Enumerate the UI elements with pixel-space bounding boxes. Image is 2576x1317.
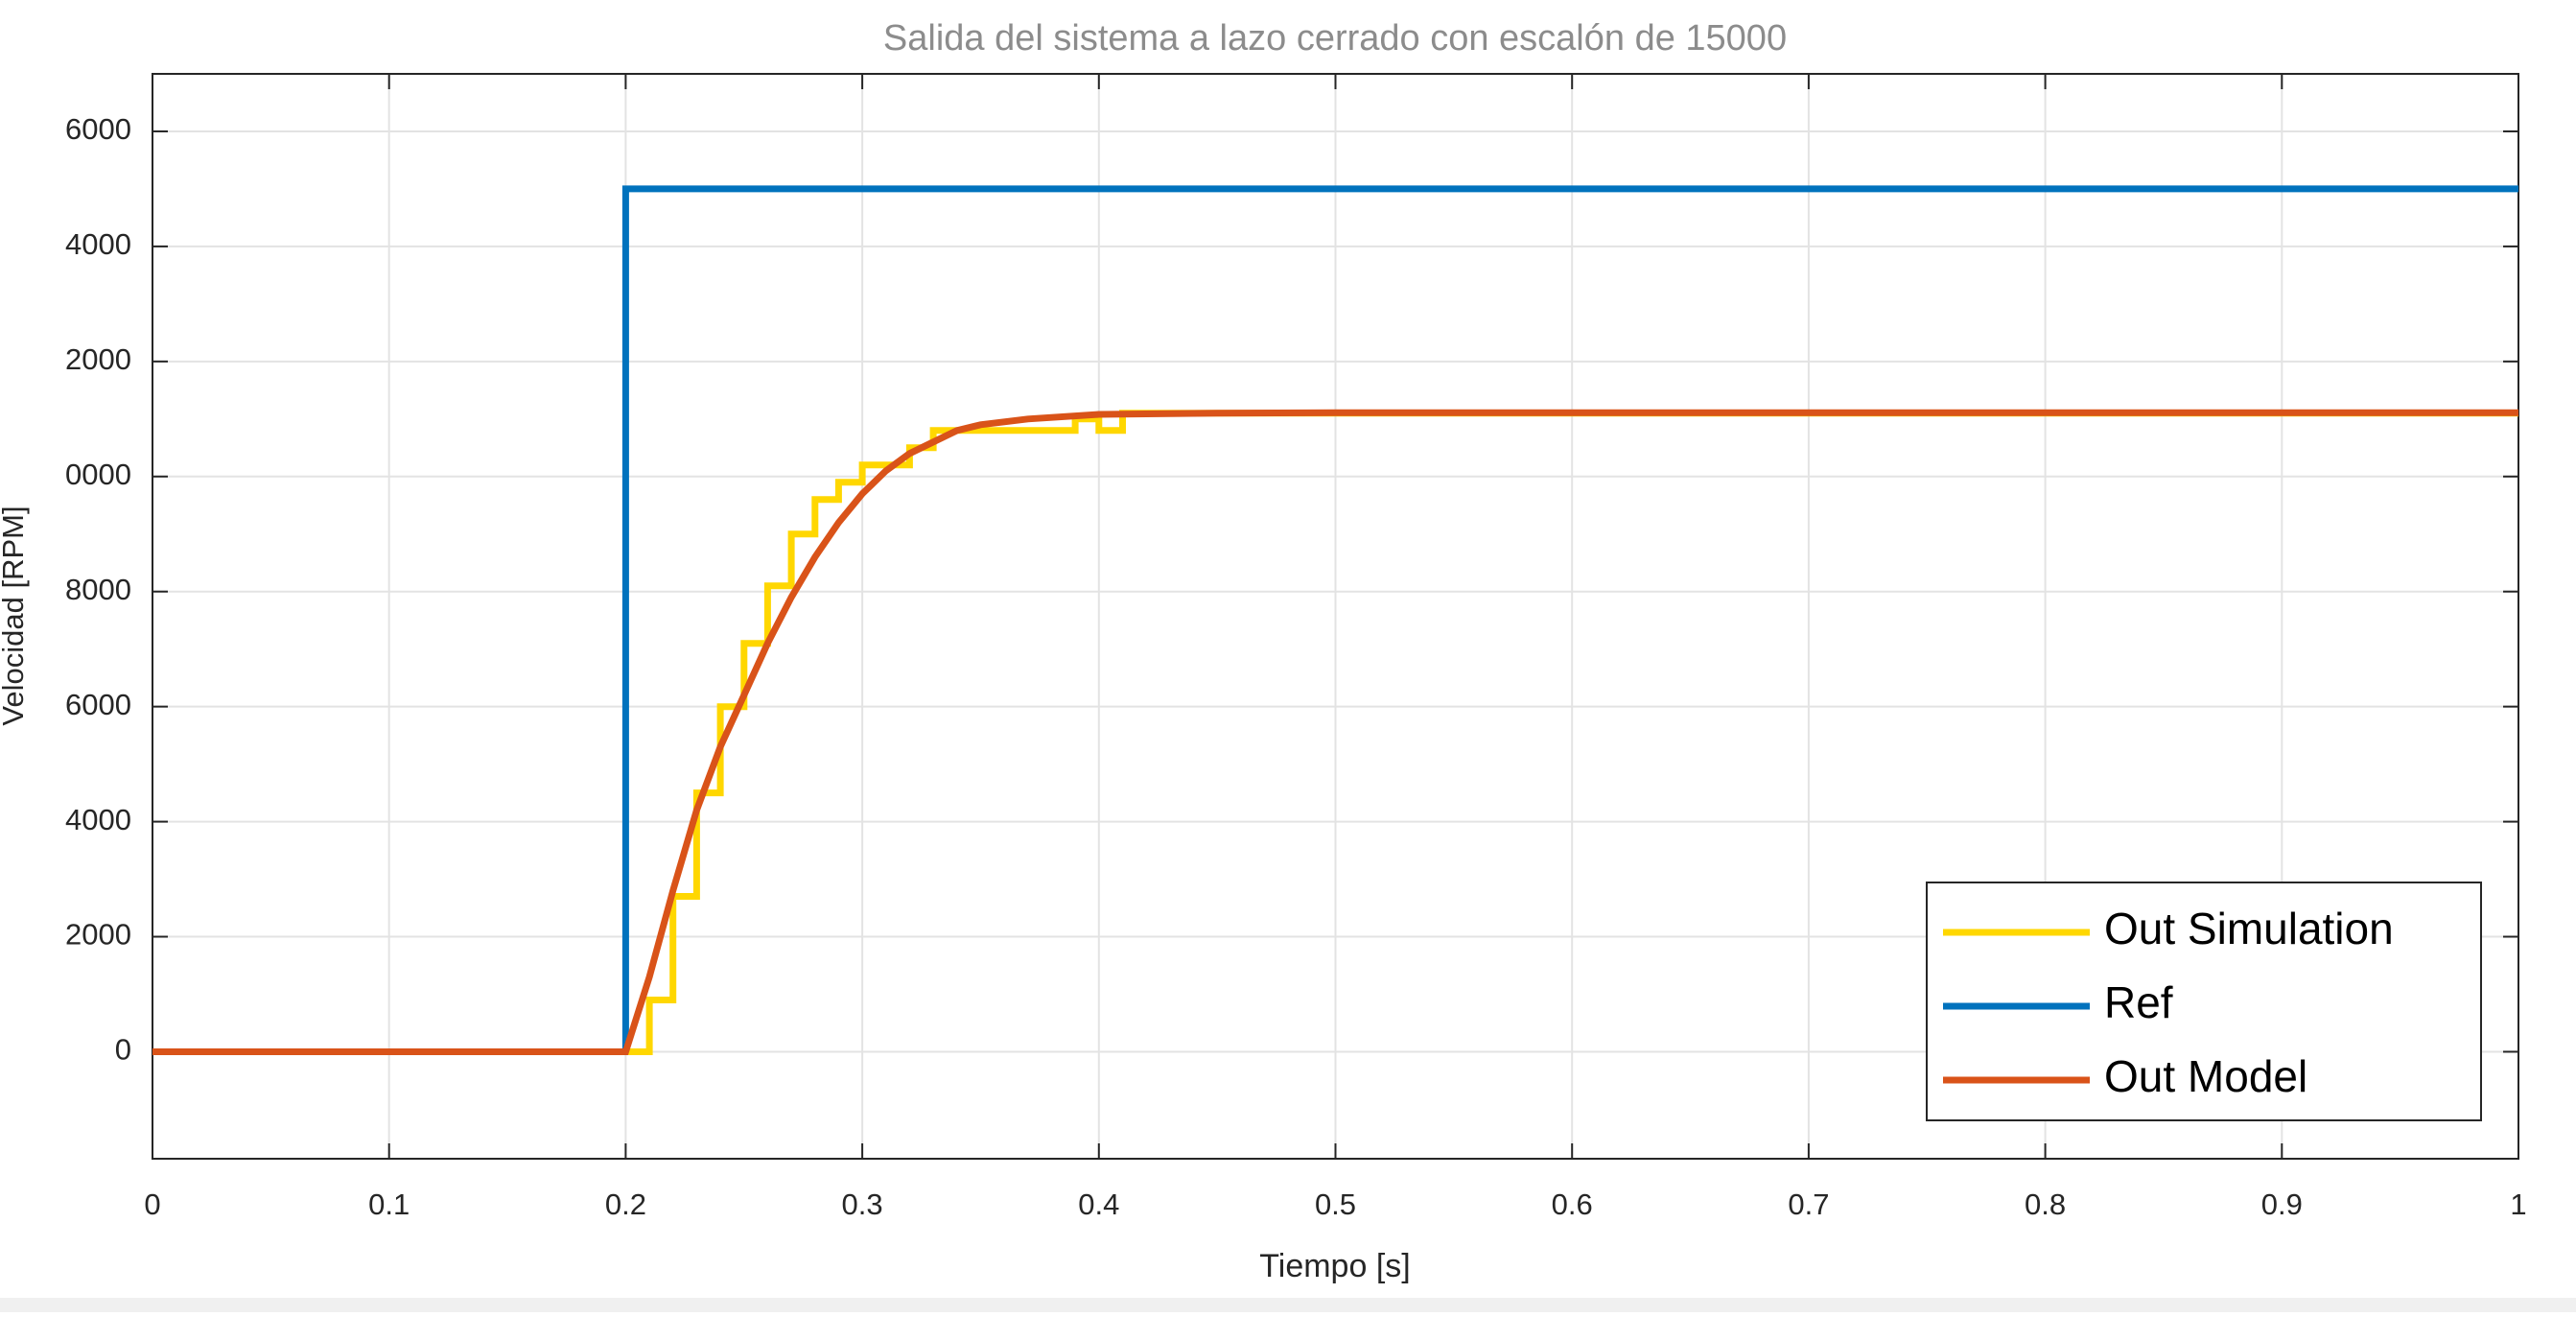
x-tick-label: 0.6 <box>1552 1188 1593 1221</box>
x-tick-label: 0.7 <box>1788 1188 1829 1221</box>
y-tick-label: 4000 <box>65 227 131 261</box>
x-tick-label: 0.9 <box>2261 1188 2303 1221</box>
y-tick-label: 4000 <box>65 803 131 836</box>
y-tick-label: 0000 <box>65 458 131 491</box>
y-tick-label: 8000 <box>65 573 131 606</box>
x-axis-label: Tiempo [s] <box>1259 1248 1410 1284</box>
x-tick-label: 0.8 <box>2025 1188 2066 1221</box>
x-tick-label: 0.4 <box>1078 1188 1119 1221</box>
x-tick-label: 1 <box>2510 1188 2526 1221</box>
x-tick-label: 0.1 <box>368 1188 410 1221</box>
footer-band <box>0 1298 2576 1312</box>
legend-label: Out Model <box>2104 1051 2307 1101</box>
x-tick-label: 0.5 <box>1315 1188 1356 1221</box>
x-tick-label: 0.2 <box>605 1188 646 1221</box>
y-tick-label: 6000 <box>65 688 131 721</box>
chart-title: Salida del sistema a lazo cerrado con es… <box>883 18 1787 59</box>
y-tick-label: 2000 <box>65 342 131 376</box>
legend: Out Simulation Ref Out Model <box>1926 882 2482 1121</box>
x-tick-label: 0 <box>144 1188 160 1221</box>
legend-label: Out Simulation <box>2104 904 2394 953</box>
x-tick-label: 0.3 <box>842 1188 883 1221</box>
y-axis-label: Velocidad [RPM] <box>0 506 30 725</box>
y-tick-label: 6000 <box>65 112 131 146</box>
y-tick-label: 0 <box>115 1033 131 1067</box>
series-line <box>152 409 2518 1055</box>
legend-label: Ref <box>2104 977 2173 1027</box>
plot-frame <box>152 73 2519 1160</box>
series-line <box>152 410 2518 1055</box>
y-tick-label: 2000 <box>65 918 131 952</box>
